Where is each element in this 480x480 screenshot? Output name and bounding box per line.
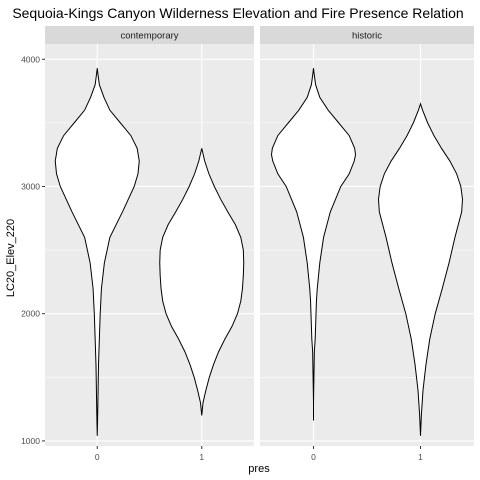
y-tick-label: 3000 <box>21 181 40 191</box>
violin-contemporary-pres-0 <box>54 68 140 436</box>
facet-strip <box>260 26 474 44</box>
x-axis: 0 1 0 1 <box>95 446 423 462</box>
x-tick-label: 0 <box>95 452 100 462</box>
violin-historic-pres-1 <box>377 102 464 436</box>
chart-title: Sequoia-Kings Canyon Wilderness Elevatio… <box>12 5 463 21</box>
facet-strip-label: historic <box>352 31 382 42</box>
x-tick-label: 1 <box>418 452 423 462</box>
facet-strip <box>45 26 254 44</box>
x-axis-title: pres <box>248 463 270 475</box>
violin-historic-pres-0 <box>270 68 357 421</box>
y-tick-label: 4000 <box>21 54 40 64</box>
violin-contemporary-pres-1 <box>159 148 245 416</box>
facet-panel-contemporary: contemporary <box>45 26 254 446</box>
x-tick-label: 1 <box>199 452 204 462</box>
facet-strip-label: contemporary <box>120 31 178 42</box>
facet-panel-historic: historic <box>260 26 474 446</box>
y-tick-label: 1000 <box>21 436 40 446</box>
x-tick-label: 0 <box>311 452 316 462</box>
y-tick-label: 2000 <box>21 309 40 319</box>
facet-panels: contemporary historic <box>45 26 474 446</box>
y-axis-title: LC20_Elev_220 <box>5 219 17 297</box>
y-axis: 1000 2000 3000 4000 <box>21 54 45 446</box>
